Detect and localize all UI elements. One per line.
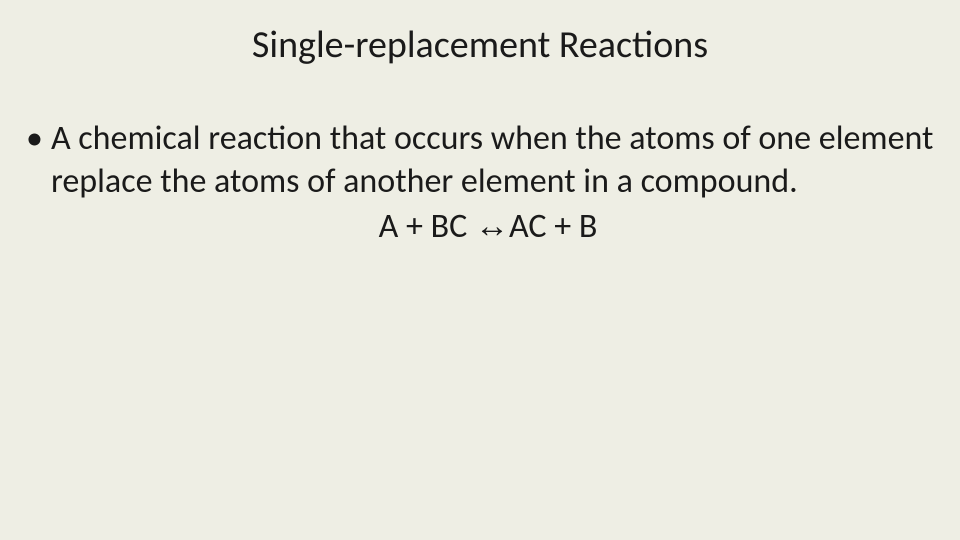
slide: Single-replacement Reactions • A chemica… (0, 0, 960, 540)
bullet-marker: • (26, 118, 43, 161)
slide-title: Single-replacement Reactions (0, 22, 960, 68)
bullet-item: • A chemical reaction that occurs when t… (26, 118, 950, 203)
slide-body: • A chemical reaction that occurs when t… (0, 118, 960, 249)
bullet-text: A chemical reaction that occurs when the… (51, 118, 950, 203)
double-arrow-icon: ↔ (475, 207, 509, 245)
formula-lhs: A + BC (379, 206, 475, 247)
formula-line: A + BC ↔AC + B (26, 205, 950, 249)
formula-rhs: AC + B (509, 206, 597, 247)
